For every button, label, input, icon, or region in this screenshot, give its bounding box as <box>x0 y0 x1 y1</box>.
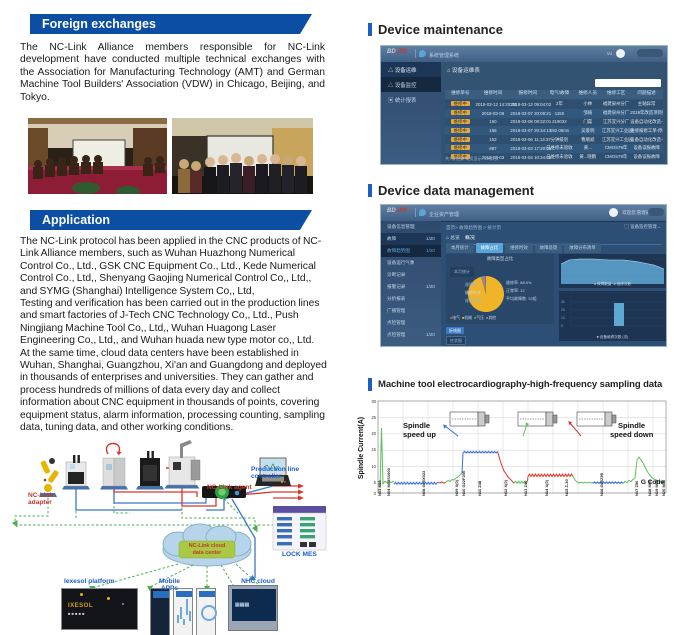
svg-text:data center: data center <box>193 550 223 556</box>
svg-text:NC-Link cloud: NC-Link cloud <box>189 543 226 549</box>
svg-text:Spindle: Spindle <box>618 421 645 430</box>
svg-text:N20 M30: N20 M30 <box>661 479 666 496</box>
svg-text:N19 M05: N19 M05 <box>654 479 659 496</box>
svg-text:N08 G00X022: N08 G00X022 <box>421 470 426 496</box>
svg-text:20: 20 <box>371 431 376 436</box>
svg-text:10: 10 <box>561 316 565 320</box>
svg-text:N17 Z50: N17 Z50 <box>634 480 639 496</box>
svg-text:N16 G00Z99: N16 G00Z99 <box>599 472 604 496</box>
svg-text:维修次数: 维修次数 <box>465 297 481 303</box>
svg-text:N13 Z40: N13 Z40 <box>523 480 528 496</box>
svg-text:N15 Z-30: N15 Z-30 <box>564 479 569 496</box>
svg-text:20: 20 <box>561 308 565 312</box>
svg-text:N09 X(0): N09 X(0) <box>454 479 459 496</box>
svg-text:N11 Z48: N11 Z48 <box>477 480 482 496</box>
svg-text:N10 G22F250: N10 G22F250 <box>461 470 466 496</box>
svg-text:speed down: speed down <box>610 430 654 439</box>
svg-text:维修率: 88.9%: 维修率: 88.9% <box>506 279 532 285</box>
svg-text:30: 30 <box>561 300 565 304</box>
svg-text:speed up: speed up <box>403 430 436 439</box>
svg-text:Spindle: Spindle <box>403 421 430 430</box>
svg-text:N12 X(0): N12 X(0) <box>503 479 508 496</box>
svg-text:30: 30 <box>371 399 376 404</box>
svg-text:Spindle Current(A): Spindle Current(A) <box>358 417 365 479</box>
svg-text:维修时长: 维修时长 <box>465 289 481 295</box>
svg-text:平均故障数: 32组: 平均故障数: 32组 <box>506 295 537 301</box>
svg-text:N14 X(0): N14 X(0) <box>544 479 549 496</box>
svg-text:15: 15 <box>371 447 376 452</box>
svg-text:故障数: 故障数 <box>465 281 477 287</box>
svg-text:N18 M09: N18 M09 <box>647 479 652 496</box>
svg-text:N04 M03S1000: N04 M03S1000 <box>386 467 391 496</box>
svg-text:10: 10 <box>371 464 376 469</box>
svg-text:25: 25 <box>371 415 376 420</box>
svg-text:正常率: 12: 正常率: 12 <box>506 287 525 293</box>
svg-text:0: 0 <box>561 324 563 328</box>
svg-text:N03 X88: N03 X88 <box>377 480 382 496</box>
